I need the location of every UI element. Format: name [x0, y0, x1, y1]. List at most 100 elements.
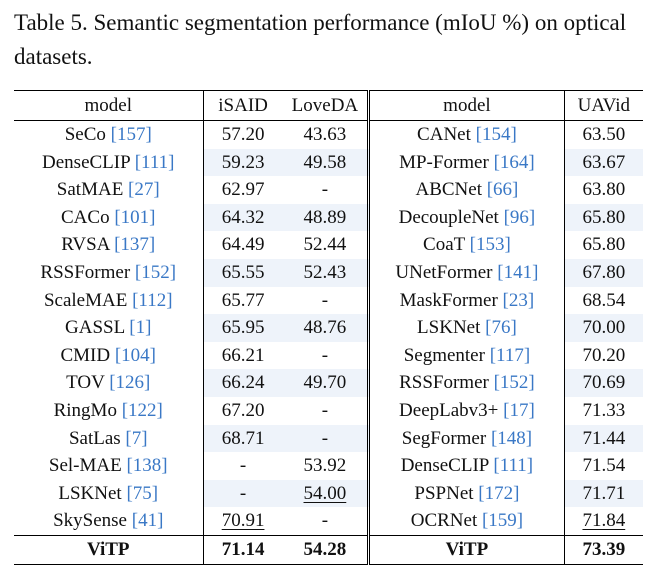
right-model-cell: DecoupleNet [96] — [368, 203, 565, 232]
right-model-cell: SegFormer [148] — [368, 424, 565, 453]
left-citation-link[interactable]: [27] — [128, 179, 160, 201]
left-citation-link[interactable]: [111] — [134, 151, 175, 173]
right-citation-link[interactable]: [23] — [502, 289, 535, 311]
right-citation-link[interactable]: [66] — [486, 179, 519, 201]
uavid-cell: 63.80 — [564, 176, 643, 204]
right-citation-link[interactable]: [17] — [503, 399, 535, 421]
left-citation-link[interactable]: [41] — [131, 510, 164, 532]
isaid-cell: 66.24 — [203, 369, 283, 397]
uavid-cell: 71.71 — [564, 479, 643, 508]
uavid-value: 63.80 — [582, 179, 626, 201]
loveda-value: 49.70 — [303, 372, 347, 394]
uavid-value: 68.54 — [582, 289, 626, 311]
uavid-value: 70.69 — [582, 372, 626, 394]
loveda-cell: 49.58 — [282, 148, 371, 177]
isaid-value: - — [239, 455, 247, 477]
header-isaid: iSAID — [203, 90, 283, 121]
left-model-cell: Sel-MAE [138] — [14, 452, 204, 480]
uavid-cell: 67.80 — [564, 258, 643, 287]
left-model-cell: LSKNet [75] — [14, 479, 204, 508]
loveda-value: 53.92 — [303, 455, 347, 477]
left-model-name: LSKNet — [58, 482, 127, 504]
isaid-cell: 65.77 — [203, 287, 283, 315]
header-model-left: model — [14, 90, 204, 121]
header-uavid: UAVid — [564, 90, 643, 121]
loveda-cell: 48.76 — [282, 314, 371, 342]
left-citation-link[interactable]: [137] — [114, 234, 156, 256]
left-citation-link[interactable]: [112] — [132, 289, 173, 311]
isaid-value: 62.97 — [221, 179, 265, 201]
right-citation-link[interactable]: [154] — [475, 124, 517, 145]
left-citation-link[interactable]: [138] — [126, 455, 168, 477]
left-model-cell: ScaleMAE [112] — [14, 286, 204, 315]
right-citation-link[interactable]: [164] — [493, 151, 535, 173]
uavid-cell: 63.67 — [564, 148, 643, 177]
left-model-cell: DenseCLIP [111] — [14, 148, 204, 177]
loveda-value: 48.89 — [303, 206, 347, 228]
right-citation-link[interactable]: [148] — [490, 427, 533, 449]
right-model-cell: DeepLabv3+ [17] — [368, 396, 565, 425]
isaid-cell: 67.20 — [203, 397, 283, 425]
left-citation-link[interactable]: [7] — [125, 427, 148, 449]
loveda-value: - — [321, 399, 329, 421]
isaid-value: 66.21 — [221, 344, 265, 366]
right-model-cell: CoaT [153] — [368, 231, 565, 259]
loveda-cell: 52.44 — [282, 231, 371, 259]
right-citation-link[interactable]: [117] — [489, 344, 531, 366]
left-model-name: GASSL — [65, 317, 130, 339]
uavid-cell: 71.44 — [564, 424, 643, 453]
right-model-cell: ABCNet [66] — [368, 176, 565, 204]
right-model-name: DeepLabv3+ — [399, 399, 504, 421]
results-table: model iSAID LoveDA model UAVid SeCo [157… — [14, 90, 643, 565]
isaid-cell: 64.49 — [203, 231, 283, 259]
uavid-value: 63.50 — [582, 124, 626, 145]
right-model-name: DenseCLIP — [400, 455, 494, 477]
table-row: RVSA [137] 64.49 52.44 CoaT [153] 65.80 — [14, 231, 643, 259]
right-citation-link[interactable]: [141] — [497, 261, 539, 283]
table-row: CMID [104] 66.21 - Segmenter [117] 70.20 — [14, 341, 643, 370]
left-citation-link[interactable]: [152] — [134, 261, 177, 283]
left-citation-link[interactable]: [126] — [109, 372, 151, 394]
left-model-cell: SkySense [41] — [14, 507, 204, 536]
right-citation-link[interactable]: [76] — [485, 317, 517, 339]
loveda-value: 43.63 — [303, 124, 347, 145]
right-citation-link[interactable]: [96] — [503, 206, 536, 228]
loveda-cell: 48.89 — [282, 203, 371, 232]
uavid-value: 71.54 — [582, 455, 626, 477]
uavid-value: 71.71 — [582, 482, 626, 504]
left-model-cell: SeCo [157] — [14, 120, 204, 149]
left-model-name: SatLas — [68, 427, 126, 449]
left-model-cell: TOV [126] — [14, 369, 204, 397]
left-citation-link[interactable]: [101] — [114, 206, 156, 228]
right-model-name: MP-Former — [399, 151, 494, 173]
loveda-value: 52.44 — [303, 234, 347, 256]
loveda-cell: - — [282, 396, 371, 425]
uavid-cell: 71.54 — [564, 452, 643, 480]
right-citation-link[interactable]: [153] — [469, 234, 511, 256]
isaid-value: 65.55 — [221, 261, 265, 283]
loveda-cell: - — [282, 507, 371, 536]
isaid-value: 70.91 — [221, 510, 265, 532]
left-citation-link[interactable]: [75] — [126, 482, 159, 504]
right-citation-link[interactable]: [172] — [478, 482, 520, 504]
vitp-left-name: ViTP — [14, 534, 204, 565]
left-citation-link[interactable]: [1] — [129, 317, 152, 339]
left-citation-link[interactable]: [122] — [121, 399, 163, 421]
isaid-value: 57.20 — [221, 124, 265, 145]
uavid-value: 65.80 — [582, 206, 626, 228]
loveda-value: 52.43 — [303, 261, 347, 283]
right-model-cell: LSKNet [76] — [368, 314, 565, 342]
isaid-cell: 62.97 — [203, 176, 283, 204]
right-citation-link[interactable]: [159] — [481, 510, 524, 532]
left-model-cell: RingMo [122] — [14, 396, 204, 425]
isaid-cell: 57.20 — [203, 121, 283, 149]
right-citation-link[interactable]: [111] — [493, 455, 534, 477]
header-model-right: model — [368, 90, 565, 121]
uavid-cell: 68.54 — [564, 287, 643, 315]
right-citation-link[interactable]: [152] — [493, 372, 535, 394]
left-citation-link[interactable]: [157] — [110, 124, 152, 145]
right-model-cell: PSPNet [172] — [368, 479, 565, 508]
right-model-name: LSKNet — [417, 317, 486, 339]
uavid-cell: 70.69 — [564, 369, 643, 397]
left-citation-link[interactable]: [104] — [114, 344, 157, 366]
